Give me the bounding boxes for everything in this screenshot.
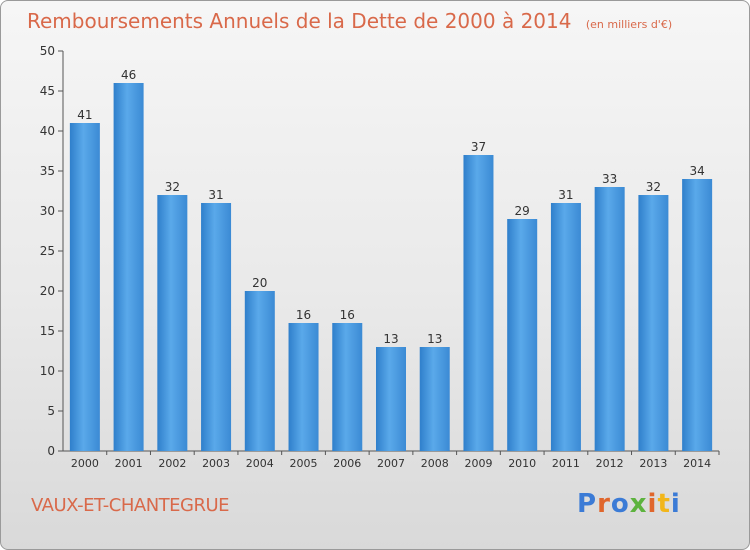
chart-title: Remboursements Annuels de la Dette de 20… [27,9,672,33]
x-tick-label-2010: 2010 [508,457,536,470]
bar-2011 [550,203,581,451]
y-tick-label: 40 [40,124,55,138]
x-tick-label-2003: 2003 [202,457,230,470]
y-tick-label: 30 [40,204,55,218]
bar-2006 [332,323,363,451]
y-tick-label: 10 [40,364,55,378]
value-label-2001: 46 [121,68,136,82]
logo-letter: P [577,489,598,519]
logo-letter: r [597,489,611,519]
bar-2012 [594,187,625,451]
value-label-2014: 34 [689,164,704,178]
chart-labels: 41 2000 46 2001 32 2002 31 2003 20 2004 16 2005 16 20… [71,68,711,470]
x-tick-label-2007: 2007 [377,457,405,470]
y-tick-label: 20 [40,284,55,298]
chart-bars [69,83,713,451]
y-tick-label: 35 [40,164,55,178]
logo-letter: x [629,489,648,519]
value-label-2003: 31 [208,188,223,202]
chart-unit-note: (en milliers d'€) [585,18,673,31]
x-tick-label-2002: 2002 [158,457,186,470]
x-tick-label-2013: 2013 [639,457,667,470]
logo-letter: t [657,489,671,519]
x-tick-label-2000: 2000 [71,457,99,470]
y-tick-label: 50 [40,44,55,58]
y-tick-label: 15 [40,324,55,338]
value-label-2012: 33 [602,172,617,186]
x-tick-label-2012: 2012 [596,457,624,470]
x-tick-label-2011: 2011 [552,457,580,470]
value-label-2010: 29 [515,204,530,218]
value-label-2005: 16 [296,308,311,322]
value-label-2004: 20 [252,276,267,290]
proxiti-logo: Proxiti [577,489,681,519]
chart-axes: 0 5 10 15 20 25 30 35 40 45 50 [40,44,720,458]
x-tick-label-2001: 2001 [115,457,143,470]
commune-name: VAUX-ET-CHANTEGRUE [31,495,230,516]
y-tick-label: 45 [40,84,55,98]
x-tick-label-2014: 2014 [683,457,711,470]
bar-2010 [507,219,538,451]
chart-title-text: Remboursements Annuels de la Dette de 20… [27,9,572,33]
logo-letter: i [647,489,658,519]
bar-2001 [113,83,144,451]
value-label-2013: 32 [646,180,661,194]
x-tick-label-2006: 2006 [333,457,361,470]
value-label-2009: 37 [471,140,486,154]
value-label-2006: 16 [340,308,355,322]
bar-2013 [638,195,669,451]
bar-2007 [376,347,406,451]
bar-2008 [419,347,450,451]
bar-2009 [463,155,494,451]
y-tick-label: 0 [47,444,55,458]
value-label-2000: 41 [77,108,92,122]
logo-letter: i [670,489,681,519]
bar-2000 [69,123,100,451]
value-label-2007: 13 [383,332,398,346]
value-label-2011: 31 [558,188,573,202]
y-tick-label: 25 [40,244,55,258]
y-tick-label: 5 [47,404,55,418]
logo-letter: o [610,489,630,519]
bar-2002 [157,195,188,451]
bar-2014 [682,179,713,451]
value-label-2008: 13 [427,332,442,346]
bar-2003 [201,203,232,451]
x-tick-label-2005: 2005 [290,457,318,470]
x-tick-label-2004: 2004 [246,457,274,470]
x-tick-label-2008: 2008 [421,457,449,470]
value-label-2002: 32 [165,180,180,194]
bar-2004 [244,291,275,451]
bar-2005 [288,323,319,451]
x-tick-label-2009: 2009 [464,457,492,470]
